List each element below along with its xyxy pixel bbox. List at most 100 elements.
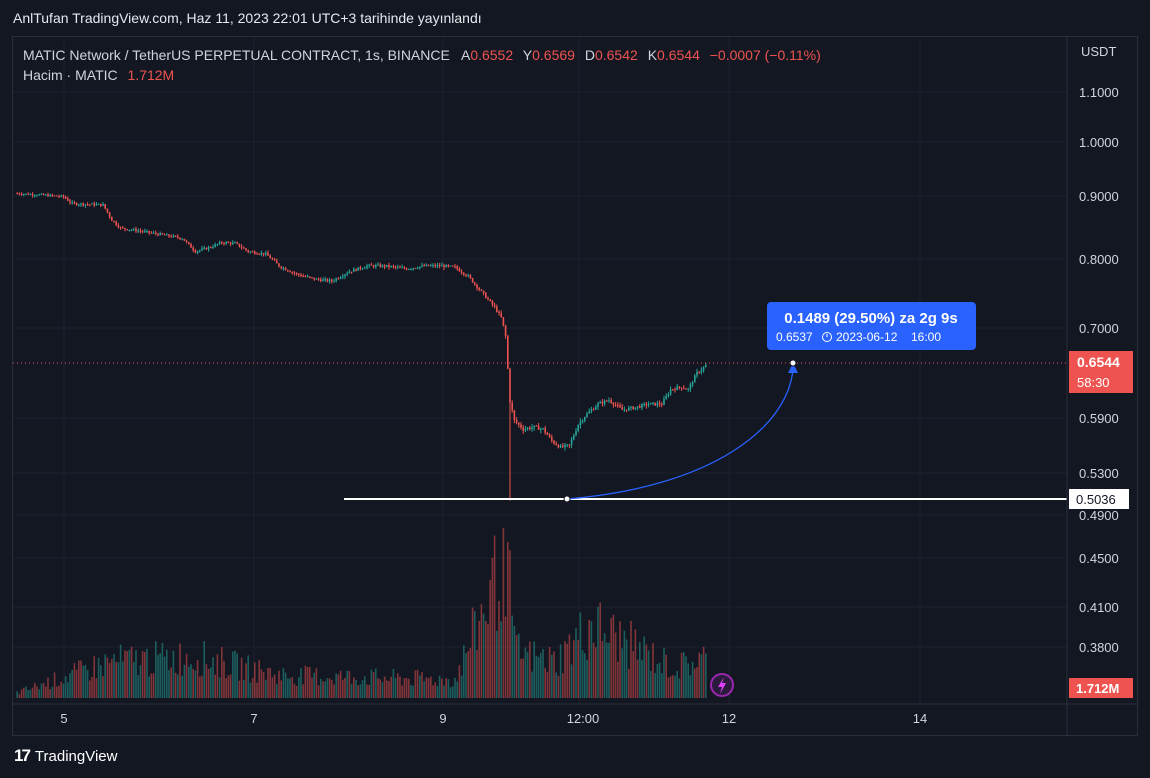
volume-bar <box>460 675 463 698</box>
candle-body <box>185 240 188 243</box>
volume-bar <box>502 528 505 698</box>
candle-body <box>474 282 476 285</box>
volume-bar <box>427 678 430 698</box>
candle-body <box>603 400 606 404</box>
candle-body <box>535 425 538 427</box>
candle-body <box>691 382 694 385</box>
candle-body <box>166 234 168 236</box>
candle-body <box>152 232 155 234</box>
volume-bar <box>23 687 25 698</box>
volume-bar <box>397 673 399 698</box>
volume-bar <box>95 678 98 698</box>
measure-start-point[interactable] <box>563 495 571 503</box>
candle-body <box>394 266 397 268</box>
volume-bar <box>584 653 586 698</box>
volume-bar <box>27 689 29 698</box>
measure-curve[interactable] <box>566 368 794 500</box>
candle-body <box>650 402 652 405</box>
candle-body <box>678 386 681 388</box>
volume-bar <box>214 674 216 698</box>
volume-bar <box>674 675 676 698</box>
svg-text:Hacim · MATIC 1.712M: Hacim · MATIC 1.712M <box>23 67 174 83</box>
price-chart[interactable]: 0.1489 (29.50%) za 2g 9s 0.6537 2023-06-… <box>13 37 1139 737</box>
volume-bar <box>221 647 223 698</box>
volume-bar <box>370 669 373 698</box>
candle-body <box>188 242 190 244</box>
measure-arrow-head <box>788 363 798 373</box>
volume-bar <box>166 649 168 698</box>
volume-bar <box>78 660 80 698</box>
volume-bar <box>342 679 344 698</box>
volume-bar <box>236 653 238 698</box>
candle-body <box>284 267 287 271</box>
candle-body <box>564 444 566 447</box>
volume-bar <box>683 652 685 698</box>
candle-body <box>320 279 322 282</box>
price-tick-label: 1.0000 <box>1079 135 1119 150</box>
volume-bar <box>278 670 280 698</box>
tradingview-logo[interactable]: 17 TradingView <box>14 746 117 766</box>
time-axis[interactable]: 5 7 9 12:00 12 14 <box>13 703 1139 726</box>
candle-body <box>207 247 210 250</box>
volume-bar <box>40 683 43 698</box>
price-tick-label: 0.7000 <box>1079 321 1119 336</box>
time-tick-label: 14 <box>913 711 927 726</box>
volume-bar <box>443 685 445 698</box>
candle-body <box>555 443 557 446</box>
volume-bar <box>355 679 357 698</box>
volume-bar <box>212 657 214 698</box>
price-axis[interactable]: USDT 1.1000 1.0000 0.9000 0.8000 0.7000 0.590… <box>1066 37 1133 737</box>
candle-body <box>687 388 689 390</box>
volume-bar <box>192 668 194 698</box>
volume-bar <box>641 659 643 698</box>
candle-body <box>216 244 219 246</box>
candle-body <box>425 264 428 266</box>
volume-bar <box>271 677 274 698</box>
measure-end-point[interactable] <box>789 359 797 367</box>
candles <box>16 192 707 501</box>
volume-bar <box>399 676 401 698</box>
candle-body <box>368 264 370 266</box>
candle-body <box>392 266 395 268</box>
lightning-icon[interactable] <box>710 673 734 697</box>
candle-body <box>333 280 335 282</box>
candle-body <box>471 278 474 283</box>
candle-body <box>42 193 45 195</box>
candle-body <box>447 265 450 267</box>
candle-body <box>705 365 707 368</box>
price-tick-label: 0.5900 <box>1079 411 1119 426</box>
volume-bar <box>372 672 375 698</box>
candle-body <box>256 253 258 255</box>
volume-bar <box>75 669 78 698</box>
volume-bar <box>218 677 221 698</box>
volume-bar <box>122 661 124 698</box>
candle-body <box>500 313 502 318</box>
volume-bar <box>667 677 670 698</box>
candle-body <box>258 253 260 255</box>
candle-body <box>676 386 678 390</box>
candle-body <box>238 243 241 247</box>
volume-bar <box>614 632 617 698</box>
candle-body <box>381 265 384 267</box>
volume-bar <box>185 653 188 698</box>
volume-bar <box>590 621 593 698</box>
volume-bar <box>608 642 610 698</box>
candle-body <box>491 300 494 305</box>
volume-bar <box>306 666 309 698</box>
price-tick-label: 1.1000 <box>1079 85 1119 100</box>
volume-bar <box>179 643 181 698</box>
candle-body <box>423 265 425 267</box>
volume-bar <box>93 656 95 698</box>
candle-body <box>515 420 518 423</box>
candle-body <box>408 269 410 271</box>
candle-body <box>342 276 344 278</box>
volume-badge <box>1069 678 1133 698</box>
candle-body <box>416 268 419 270</box>
candle-body <box>430 265 432 267</box>
volume-bar <box>322 681 324 698</box>
measure-label[interactable]: 0.1489 (29.50%) za 2g 9s 0.6537 2023-06-… <box>767 302 976 350</box>
volume-bar <box>117 662 120 698</box>
candle-body <box>357 267 359 271</box>
chart-frame[interactable]: 0.1489 (29.50%) za 2g 9s 0.6537 2023-06-… <box>12 36 1139 737</box>
volume-bar <box>174 672 177 698</box>
